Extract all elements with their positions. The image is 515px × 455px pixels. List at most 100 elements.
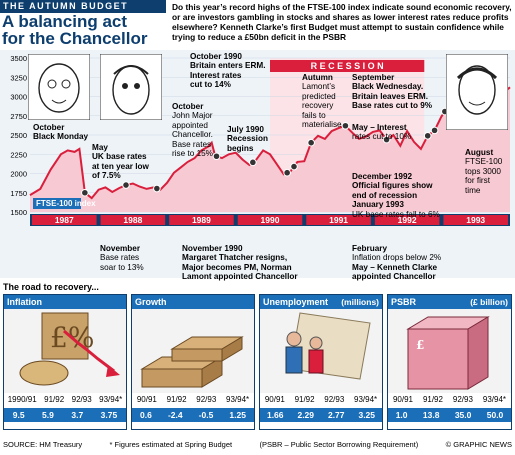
annotation-line: November: [100, 244, 141, 253]
y-tick-label: 3000: [10, 93, 27, 102]
year-label: 1988: [123, 215, 142, 225]
annotation-line: Lamont’s: [302, 82, 336, 92]
y-tick-label: 3250: [10, 73, 27, 82]
annotation-line: recovery: [302, 101, 334, 111]
inflation-illustration: £%: [19, 312, 120, 386]
annotation-line: February: [352, 244, 388, 253]
year-label: 1990/91: [7, 395, 37, 404]
annotation-line: Autumn: [302, 73, 333, 82]
year-label: 93/94*: [226, 395, 250, 404]
panel-year-labels: 90/91 91/92 92/93 93/94*: [388, 395, 511, 407]
annotation-line: September: [352, 73, 395, 82]
portrait-caricature-2: [100, 54, 162, 120]
footer: SOURCE: HM Treasury * Figures estimated …: [0, 436, 515, 455]
annotation-line: Official figures show: [352, 181, 433, 191]
chart-area: [30, 87, 510, 212]
title-line-2: for the Chancellor: [2, 29, 148, 48]
annotation-jul-1990: July 1990 Recession begins: [227, 125, 268, 153]
annotation-line: UK base rates: [92, 152, 147, 162]
annotation-line: Black Wednesday.: [352, 82, 424, 92]
panel-values: 0.6 -2.4 -0.5 1.25: [132, 408, 254, 422]
x-axis-years: 1987 1988 1989 1990 1991 1992 1993: [30, 214, 510, 226]
annotation-line: appointed Chancellor: [352, 272, 436, 282]
year-label: 90/91: [136, 395, 157, 404]
annotation-line: time: [465, 185, 481, 195]
value: 1.66: [266, 410, 284, 420]
unemployment-illustration: [285, 312, 371, 380]
year-label: 93/94*: [482, 395, 507, 404]
year-segment: [100, 215, 166, 225]
year-label: 1987: [55, 215, 74, 225]
event-marker: [283, 168, 291, 177]
value: 5.9: [42, 410, 54, 420]
annotation-line: tops 3000: [465, 166, 501, 176]
annotation-line: for first: [465, 176, 491, 186]
panel-illustration: £%: [4, 309, 126, 393]
annotation-may-1988: May UK base rates at ten year low of 7.5…: [92, 143, 149, 181]
year-segment: [169, 215, 234, 225]
event-marker: [307, 138, 315, 147]
pound-glyph: £: [416, 338, 424, 352]
year-label: 91/92: [422, 395, 443, 404]
annotation-oct-1990: October 1990 Britain enters ERM. Interes…: [190, 52, 266, 90]
value: -0.5: [198, 410, 214, 420]
annotation-line: begins: [227, 143, 254, 153]
value: 0.6: [140, 410, 152, 420]
y-tick-label: 2000: [10, 170, 27, 179]
annotation-line: cut to 14%: [190, 80, 231, 90]
annotation-line: October: [172, 102, 204, 111]
value: 1.25: [229, 410, 246, 420]
annotation-may-1993: May – Interest rates cut to 10%: [352, 123, 411, 142]
annotation-line: fails to: [302, 110, 326, 120]
annotation-dec-1992: December 1992 Official figures show end …: [352, 172, 440, 219]
annotation-line: rise to 15%: [172, 149, 213, 159]
event-marker: [153, 184, 161, 193]
legend-label: FTSE-100 index: [36, 199, 96, 208]
panel-head: PSBR (£ billion): [388, 295, 511, 309]
annotation-line: Base rates: [172, 139, 212, 149]
annotation-sep-1992: September Black Wednesday. Britain leave…: [352, 73, 432, 111]
annotation-feb-1993: February Inflation drops below 2% May – …: [352, 244, 441, 282]
value: 50.0: [486, 410, 504, 420]
annotation-line: John Major: [172, 111, 213, 121]
event-marker: [430, 126, 439, 135]
annotation-line: October: [33, 123, 65, 132]
panel-year-labels: 1990/91 91/92 92/93 93/94*: [4, 395, 126, 407]
event-marker: [290, 162, 298, 171]
event-marker: [423, 131, 432, 140]
value: 1.0: [395, 410, 408, 420]
panel-values: 1.66 2.29 2.77 3.25: [260, 408, 382, 422]
annotation-line: appointed: [172, 120, 208, 130]
panel-growth: Growth 90/91 91/92 92/93 93/94* 0.6 -2.4 -0.5…: [131, 294, 255, 430]
year-label: 1990: [261, 215, 280, 225]
annotation-line: Major becomes PM, Norman: [182, 262, 292, 272]
footer-credit: © GRAPHIC NEWS: [445, 440, 512, 449]
annotation-line: Recession: [227, 134, 268, 144]
footer-psbr: (PSBR – Public Sector Borrowing Requirem…: [259, 440, 419, 449]
annotation-line: Britain enters ERM.: [190, 61, 266, 71]
annotation-line: Lamont appointed Chancellor: [182, 272, 298, 282]
value: 35.0: [454, 410, 472, 420]
year-label: 91/92: [44, 395, 65, 404]
annotation-nov-1988: November Base rates soar to 13%: [100, 244, 144, 272]
annotation-line: Britain leaves ERM.: [352, 91, 428, 101]
portrait-caricature-3: [446, 54, 508, 130]
year-label: 1989: [192, 215, 211, 225]
value: 3.25: [358, 410, 376, 420]
year-label: 91/92: [294, 395, 315, 404]
page-title: A balancing act for the Chancellor: [2, 13, 168, 47]
annotation-line: of 7.5%: [92, 171, 121, 181]
panel-head: Unemployment (millions): [260, 295, 382, 309]
bottom-title: The road to recovery...: [3, 282, 99, 292]
annotation-line: August: [465, 148, 494, 157]
annotation-line: Black Monday: [33, 132, 89, 142]
annotation-line: at ten year low: [92, 161, 149, 171]
value: 13.8: [422, 410, 440, 420]
year-segment: [374, 215, 440, 225]
panel-title: Unemployment: [263, 297, 329, 307]
value: 2.29: [297, 410, 315, 420]
kicker: THE AUTUMN BUDGET: [0, 0, 166, 13]
year-label: 92/93: [452, 395, 473, 404]
recession-label: R E C E S S I O N: [311, 61, 384, 71]
annotation-line: Interest rates: [190, 70, 242, 80]
